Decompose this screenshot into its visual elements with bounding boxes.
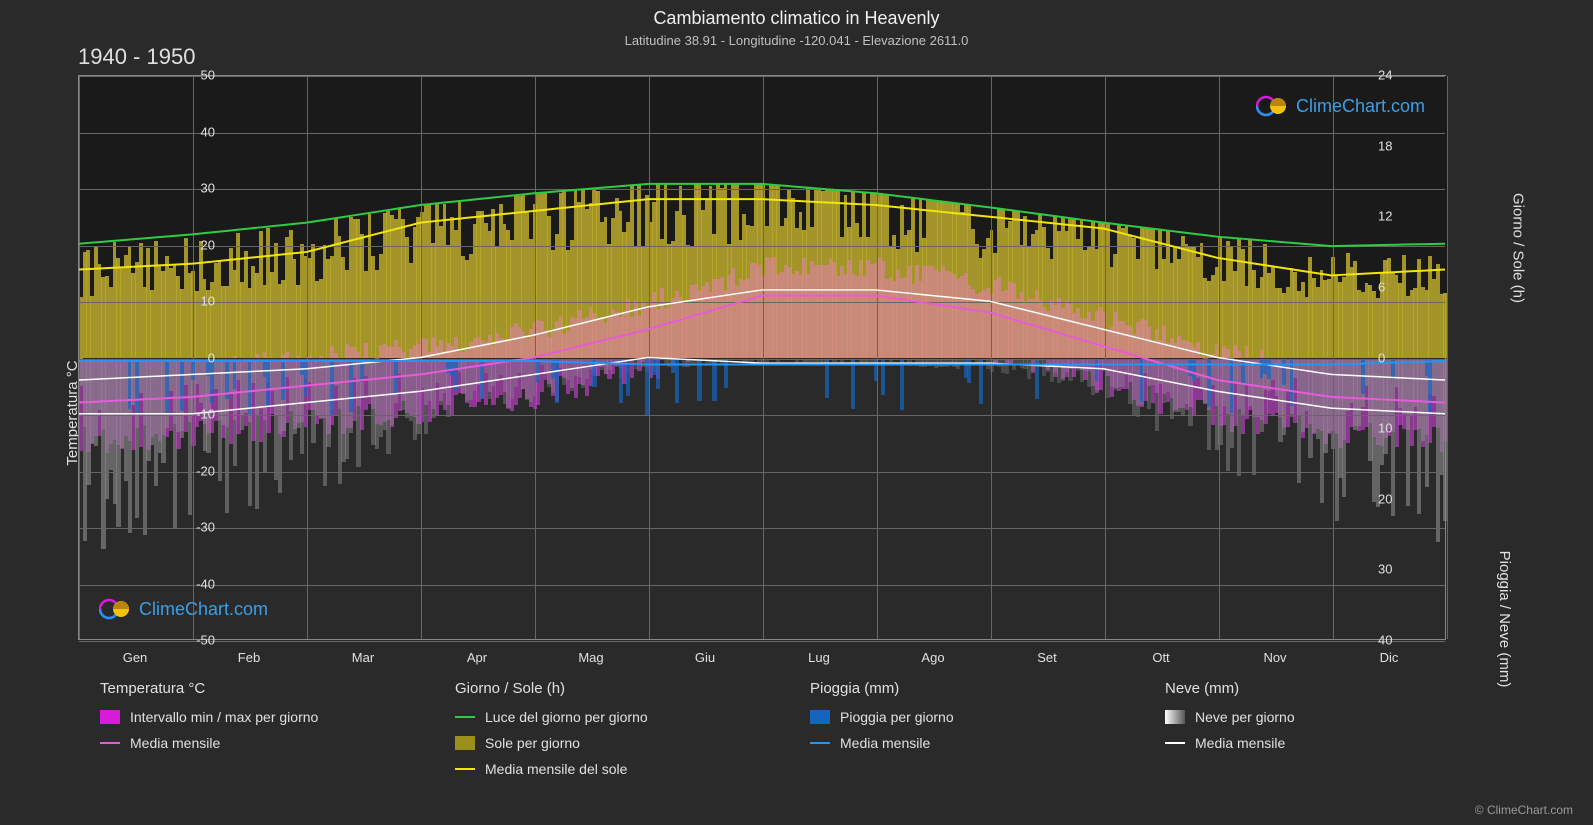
y-right-tick: 0 (1378, 350, 1385, 365)
chart-container: Cambiamento climatico in Heavenly Latitu… (0, 0, 1593, 825)
y-left-tick: 20 (185, 237, 215, 252)
legend-item: Neve per giorno (1165, 709, 1500, 725)
y-left-tick: -30 (185, 520, 215, 535)
legend-label: Intervallo min / max per giorno (130, 709, 318, 725)
legend-label: Media mensile del sole (485, 761, 627, 777)
x-tick: Giu (695, 650, 715, 665)
climechart-logo-icon (1256, 94, 1290, 118)
legend-label: Media mensile (1195, 735, 1285, 751)
legend-swatch (100, 742, 120, 744)
period-label: 1940 - 1950 (78, 44, 195, 70)
x-tick: Feb (238, 650, 260, 665)
legend-swatch (455, 768, 475, 770)
y-left-tick: 40 (185, 124, 215, 139)
legend-title: Temperatura °C (100, 680, 435, 697)
y-left-tick: -10 (185, 407, 215, 422)
chart-title: Cambiamento climatico in Heavenly (0, 0, 1593, 29)
y-left-tick: 0 (185, 350, 215, 365)
y-left-tick: -40 (185, 576, 215, 591)
climechart-logo-icon (99, 597, 133, 621)
legend-column: Pioggia (mm) Pioggia per giorno Media mens… (810, 680, 1145, 787)
y-axis-right-bottom-title: Pioggia / Neve (mm) (1496, 550, 1513, 687)
watermark-text: ClimeChart.com (139, 599, 268, 620)
legend-item: Sole per giorno (455, 735, 790, 751)
y-axis-right-top-title: Giorno / Sole (h) (1509, 192, 1526, 302)
watermark-text: ClimeChart.com (1296, 96, 1425, 117)
legend: Temperatura °C Intervallo min / max per g… (100, 680, 1500, 787)
legend-label: Pioggia per giorno (840, 709, 954, 725)
x-tick: Mar (352, 650, 374, 665)
x-tick: Set (1037, 650, 1057, 665)
legend-column: Neve (mm) Neve per giorno Media mensile (1165, 680, 1500, 787)
x-tick: Mag (578, 650, 603, 665)
y-right-tick: 12 (1378, 209, 1392, 224)
y-left-tick: 50 (185, 68, 215, 83)
x-tick: Gen (123, 650, 148, 665)
legend-swatch (1165, 710, 1185, 724)
chart-subtitle: Latitudine 38.91 - Longitudine -120.041 … (0, 29, 1593, 48)
legend-item: Intervallo min / max per giorno (100, 709, 435, 725)
legend-label: Sole per giorno (485, 735, 580, 751)
copyright: © ClimeChart.com (1475, 803, 1573, 817)
y-right-tick: 30 (1378, 562, 1392, 577)
y-left-tick: -50 (185, 633, 215, 648)
legend-swatch (455, 716, 475, 718)
legend-label: Media mensile (840, 735, 930, 751)
legend-item: Luce del giorno per giorno (455, 709, 790, 725)
legend-swatch (810, 742, 830, 744)
legend-title: Giorno / Sole (h) (455, 680, 790, 697)
background-bars (79, 76, 1445, 639)
legend-column: Giorno / Sole (h) Luce del giorno per gio… (455, 680, 790, 787)
watermark-bottom: ClimeChart.com (99, 597, 268, 621)
x-tick: Ago (921, 650, 944, 665)
legend-item: Media mensile (100, 735, 435, 751)
legend-label: Neve per giorno (1195, 709, 1295, 725)
y-right-tick: 20 (1378, 491, 1392, 506)
y-right-tick: 18 (1378, 138, 1392, 153)
x-tick: Dic (1380, 650, 1399, 665)
legend-title: Neve (mm) (1165, 680, 1500, 697)
legend-swatch (100, 710, 120, 724)
y-right-tick: 6 (1378, 279, 1385, 294)
y-right-tick: 40 (1378, 633, 1392, 648)
legend-item: Pioggia per giorno (810, 709, 1145, 725)
plot-area: ClimeChart.com ClimeChart.com (78, 75, 1446, 640)
legend-item: Media mensile (1165, 735, 1500, 751)
x-tick: Lug (808, 650, 830, 665)
legend-swatch (455, 736, 475, 750)
legend-item: Media mensile (810, 735, 1145, 751)
y-right-tick: 24 (1378, 68, 1392, 83)
legend-swatch (1165, 742, 1185, 744)
legend-swatch (810, 710, 830, 724)
legend-label: Luce del giorno per giorno (485, 709, 648, 725)
x-tick: Nov (1263, 650, 1286, 665)
y-right-tick: 10 (1378, 421, 1392, 436)
legend-item: Media mensile del sole (455, 761, 790, 777)
x-tick: Ott (1152, 650, 1169, 665)
watermark-top: ClimeChart.com (1256, 94, 1425, 118)
y-left-tick: -20 (185, 463, 215, 478)
y-left-tick: 10 (185, 294, 215, 309)
y-left-tick: 30 (185, 181, 215, 196)
x-tick: Apr (467, 650, 487, 665)
legend-column: Temperatura °C Intervallo min / max per g… (100, 680, 435, 787)
legend-title: Pioggia (mm) (810, 680, 1145, 697)
legend-label: Media mensile (130, 735, 220, 751)
